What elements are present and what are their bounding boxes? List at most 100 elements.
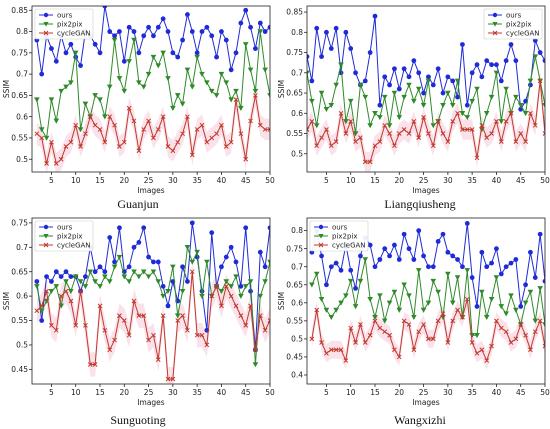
point-pix2pix [440,102,446,108]
point-cycleGAN [175,318,181,323]
x-tick-label: 50 [540,176,550,185]
point-ours [314,25,320,31]
point-ours [126,264,132,270]
x-tick-label: 30 [168,388,178,397]
chart-wangxizhi: 5 10 15 20 25 30 35 40 45 50 0.4 0.45 0.5 0.55 0.6 0.65… [277,217,550,407]
point-pix2pix [318,90,325,96]
chart-guanjun: 5 10 15 20 25 30 35 40 45 50 0.5 0.55 0.6 0.65 0.7 0.75… [2,5,275,195]
point-pix2pix [488,296,495,302]
x-axis-label: Images [412,398,439,407]
point-pix2pix [386,300,393,306]
point-pix2pix [77,127,84,133]
series-pix2pix [34,245,270,368]
point-ours [194,254,200,260]
point-cycleGAN [532,329,538,335]
legend-label-ours: ours [57,12,73,20]
point-cycleGAN [107,347,113,353]
legend-label-pix2pix: pix2pix [332,233,358,241]
point-pix2pix [257,29,264,35]
point-pix2pix [391,90,398,96]
point-ours [49,46,54,51]
y-tick-label: 0.55 [286,129,303,138]
point-ours [257,249,263,255]
point-cycleGAN [58,293,64,299]
point-ours [141,33,147,39]
point-ours [362,78,368,84]
point-ours [372,264,378,270]
point-cycleGAN [328,143,334,149]
point-cycleGAN [518,322,524,327]
point-pix2pix [479,289,485,295]
series-line-cycleGAN [307,80,545,163]
point-cycleGAN [185,114,190,120]
point-cycleGAN [411,347,417,353]
point-cycleGAN [170,376,176,382]
point-pix2pix [401,282,407,288]
point-ours [508,260,514,266]
point-ours [267,24,270,30]
point-ours [353,70,358,76]
point-pix2pix [43,135,50,141]
point-cycleGAN [151,332,156,338]
point-pix2pix [58,88,64,94]
point-pix2pix [194,54,200,60]
point-cycleGAN [503,329,509,335]
x-tick-label: 15 [95,388,105,397]
point-ours [209,33,215,39]
point-ours [528,249,533,255]
point-pix2pix [537,286,543,292]
point-pix2pix [223,80,230,86]
point-pix2pix [106,279,113,285]
point-ours [136,50,142,56]
point-pix2pix [213,93,220,99]
point-pix2pix [309,98,315,104]
y-tick-label: 0.6 [16,292,28,301]
point-cycleGAN [406,131,412,136]
point-pix2pix [72,274,79,280]
point-pix2pix [425,78,432,84]
point-ours [68,41,74,47]
point-cycleGAN [112,122,117,128]
point-ours [160,283,166,289]
point-cycleGAN [484,358,490,363]
point-ours [44,274,49,279]
point-pix2pix [92,93,98,99]
point-pix2pix [242,284,249,290]
point-pix2pix [309,282,315,288]
point-ours [479,249,485,255]
series-ours [309,221,545,309]
point-cycleGAN [253,93,258,98]
series-cycleGAN [307,78,545,165]
point-cycleGAN [102,327,108,333]
point-pix2pix [406,293,412,299]
point-cycleGAN [494,318,499,324]
point-pix2pix [377,293,383,299]
point-cycleGAN [233,97,239,102]
point-pix2pix [542,102,545,108]
y-tick-label: 0.75 [286,48,303,57]
point-cycleGAN [464,127,470,132]
point-ours [396,257,402,262]
point-pix2pix [386,123,393,129]
point-cycleGAN [343,131,349,136]
point-cycleGAN [68,298,74,304]
point-pix2pix [522,111,529,117]
point-pix2pix [313,271,320,277]
point-cycleGAN [498,325,504,331]
point-pix2pix [430,123,437,129]
point-pix2pix [352,131,359,137]
point-ours [484,58,490,64]
series-cycleGAN [34,93,270,166]
point-pix2pix [503,311,509,317]
point-cycleGAN [309,119,315,124]
plot-frame [306,5,546,173]
point-ours [445,74,451,80]
point-ours [39,71,45,77]
point-cycleGAN [248,303,253,309]
point-cycleGAN [214,283,219,289]
legend-label-pix2pix: pix2pix [57,21,83,29]
y-tick-label: 0.55 [11,134,28,143]
point-cycleGAN [348,119,354,124]
point-cycleGAN [219,122,224,128]
